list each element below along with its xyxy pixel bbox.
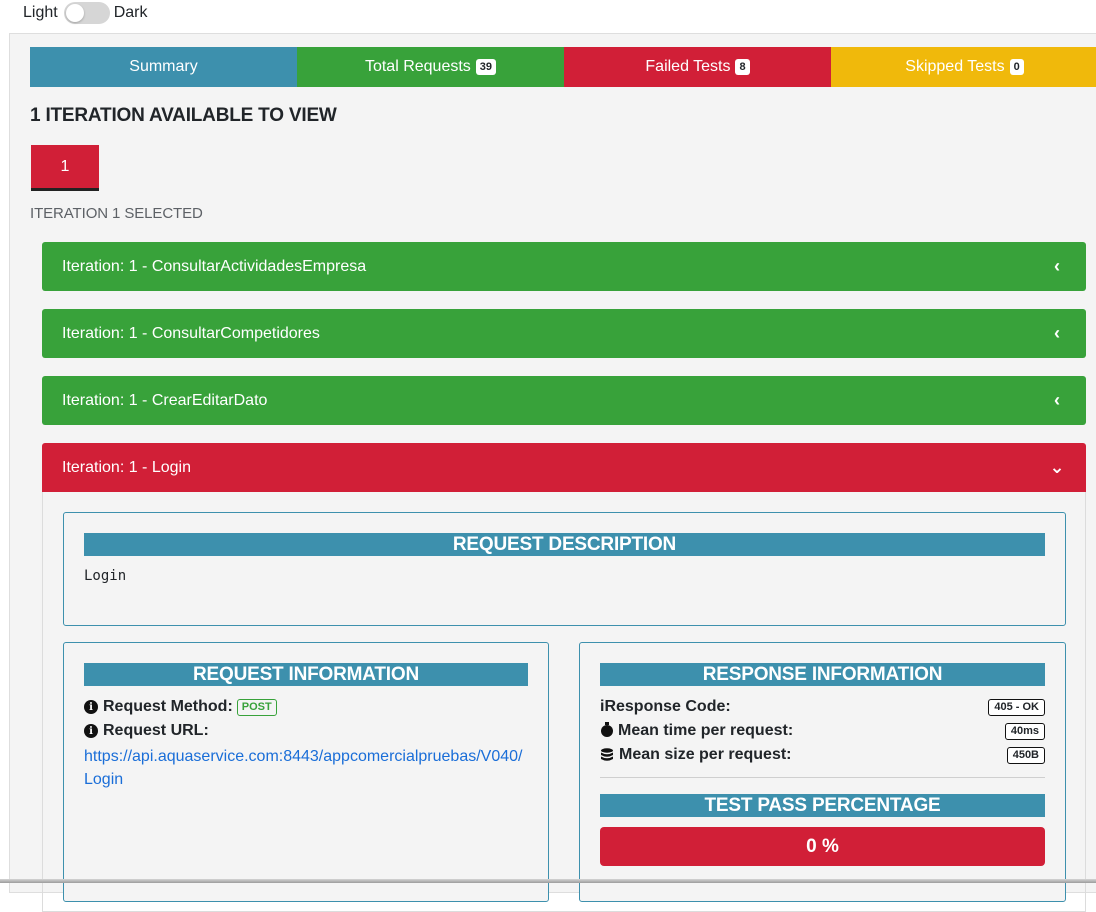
info-circle-icon: i bbox=[84, 700, 98, 714]
chevron-left-icon: ‹ bbox=[1054, 256, 1060, 276]
chevron-left-icon: ‹ bbox=[1054, 323, 1060, 343]
tab-failed-tests[interactable]: Failed Tests 8 bbox=[564, 47, 831, 87]
request-information-title: REQUEST INFORMATION bbox=[84, 663, 528, 686]
report-container: Summary Total Requests 39 Failed Tests 8… bbox=[9, 33, 1096, 912]
iterations-heading: 1 ITERATION AVAILABLE TO VIEW bbox=[30, 105, 337, 126]
chevron-left-icon: ‹ bbox=[1054, 390, 1060, 410]
accordion-title: Iteration: 1 - ConsultarActividadesEmpre… bbox=[62, 257, 367, 275]
request-description-text: Login bbox=[84, 568, 127, 584]
response-information-card: RESPONSE INFORMATION i Response Code: 40… bbox=[579, 642, 1066, 902]
test-pass-percentage-title: TEST PASS PERCENTAGE bbox=[600, 794, 1045, 817]
tab-summary[interactable]: Summary bbox=[30, 47, 297, 87]
total-requests-count-badge: 39 bbox=[475, 59, 497, 75]
request-accordion: Iteration: 1 - ConsultarActividadesEmpre… bbox=[42, 242, 1086, 912]
accordion-body-login: REQUEST DESCRIPTION Login REQUEST INFORM… bbox=[42, 492, 1086, 912]
divider bbox=[600, 777, 1045, 778]
request-url-link[interactable]: https://api.aquaservice.com:8443/appcome… bbox=[84, 748, 523, 788]
response-code-label: Response Code: bbox=[604, 698, 731, 715]
mean-size-row: Mean size per request: 450B bbox=[600, 743, 1045, 767]
database-icon bbox=[601, 748, 613, 761]
accordion-header-login[interactable]: Iteration: 1 - Login ⌄ bbox=[42, 443, 1086, 492]
request-information-card: REQUEST INFORMATION i Request Method: PO… bbox=[63, 642, 549, 902]
window-bottom-edge bbox=[0, 879, 1096, 883]
skipped-tests-count-badge: 0 bbox=[1009, 59, 1024, 75]
info-circle-icon: i bbox=[600, 698, 605, 715]
mean-size-label: Mean size per request: bbox=[619, 746, 792, 763]
accordion-title: Iteration: 1 - ConsultarCompetidores bbox=[62, 324, 320, 342]
theme-switch[interactable] bbox=[63, 2, 110, 24]
mean-time-badge: 40ms bbox=[1004, 722, 1045, 740]
tab-skipped-tests-label: Skipped Tests bbox=[905, 58, 1005, 75]
theme-toggle: Light Dark bbox=[23, 2, 147, 24]
test-pass-progress-bar: 0 % bbox=[600, 827, 1045, 866]
tab-total-requests-label: Total Requests bbox=[364, 58, 471, 75]
info-circle-icon: i bbox=[84, 724, 98, 738]
failed-tests-count-badge: 8 bbox=[735, 59, 750, 75]
chevron-down-icon: ⌄ bbox=[1049, 457, 1065, 477]
theme-switch-knob bbox=[65, 4, 84, 22]
tab-failed-tests-label: Failed Tests bbox=[645, 58, 731, 75]
accordion-title: Iteration: 1 - CrearEditarDato bbox=[62, 391, 268, 409]
request-method-badge: POST bbox=[236, 698, 277, 716]
light-label: Light bbox=[23, 4, 58, 21]
request-url-row: i Request URL: bbox=[84, 719, 528, 743]
request-description-card: REQUEST DESCRIPTION Login bbox=[63, 512, 1066, 626]
tab-total-requests[interactable]: Total Requests 39 bbox=[297, 47, 564, 87]
tab-summary-label: Summary bbox=[129, 58, 198, 75]
accordion-header-crear-editar-dato[interactable]: Iteration: 1 - CrearEditarDato ‹ bbox=[42, 376, 1086, 425]
dark-label: Dark bbox=[113, 4, 148, 21]
accordion-title: Iteration: 1 - Login bbox=[62, 458, 191, 476]
accordion-header-consultar-competidores[interactable]: Iteration: 1 - ConsultarCompetidores ‹ bbox=[42, 309, 1086, 358]
mean-size-badge: 450B bbox=[1006, 746, 1045, 764]
iteration-1-button[interactable]: 1 bbox=[31, 145, 99, 191]
request-url-label: Request URL: bbox=[103, 722, 209, 739]
request-method-label: Request Method: bbox=[103, 698, 233, 715]
request-method-row: i Request Method: POST bbox=[84, 695, 528, 719]
iteration-selected-label: ITERATION 1 SELECTED bbox=[30, 205, 203, 222]
mean-time-label: Mean time per request: bbox=[618, 722, 794, 739]
tab-skipped-tests[interactable]: Skipped Tests 0 bbox=[831, 47, 1096, 87]
accordion-header-consultar-actividades-empresa[interactable]: Iteration: 1 - ConsultarActividadesEmpre… bbox=[42, 242, 1086, 291]
request-description-title: REQUEST DESCRIPTION bbox=[84, 533, 1045, 556]
response-code-badge: 405 - OK bbox=[988, 698, 1045, 716]
response-code-row: i Response Code: 405 - OK bbox=[600, 695, 1045, 719]
stopwatch-icon bbox=[601, 722, 613, 737]
response-information-title: RESPONSE INFORMATION bbox=[600, 663, 1045, 686]
mean-time-row: Mean time per request: 40ms bbox=[600, 719, 1045, 743]
summary-tabs: Summary Total Requests 39 Failed Tests 8… bbox=[30, 47, 1096, 87]
